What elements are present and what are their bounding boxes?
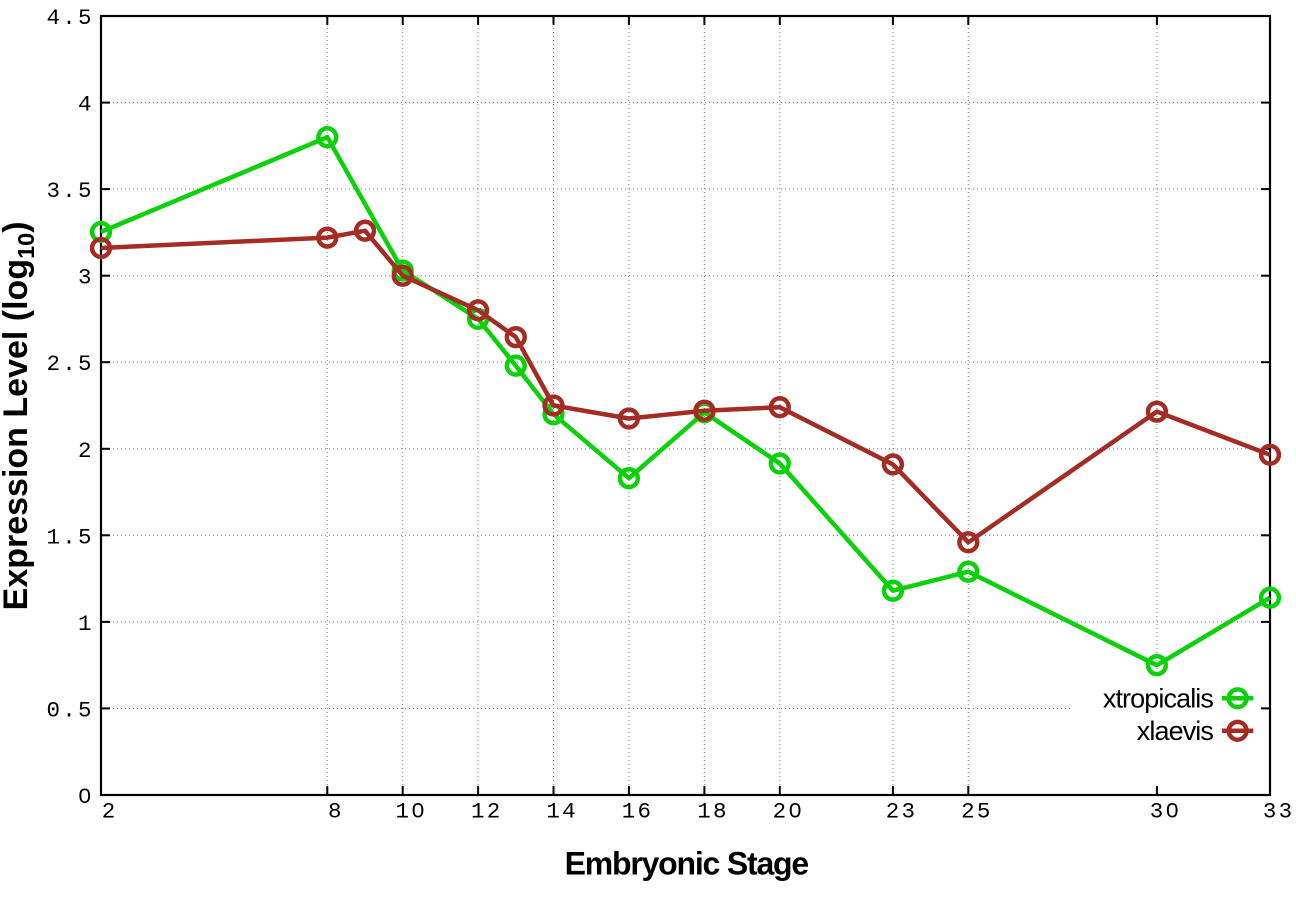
svg-text:1.5: 1.5 — [47, 524, 94, 550]
svg-text:18: 18 — [697, 798, 729, 824]
svg-text:0.5: 0.5 — [47, 697, 94, 723]
svg-text:Expression Level (log10): Expression Level (log10) — [0, 221, 39, 610]
svg-text:25: 25 — [961, 798, 993, 824]
svg-text:30: 30 — [1150, 798, 1182, 824]
svg-text:2: 2 — [102, 798, 118, 824]
svg-text:1: 1 — [78, 611, 94, 637]
svg-text:2.5: 2.5 — [47, 351, 94, 377]
svg-text:4.5: 4.5 — [47, 5, 94, 31]
svg-text:8: 8 — [328, 798, 344, 824]
svg-text:14: 14 — [546, 798, 578, 824]
svg-text:3: 3 — [78, 265, 94, 291]
svg-text:3.5: 3.5 — [47, 178, 94, 204]
svg-text:12: 12 — [471, 798, 503, 824]
svg-text:xlaevis: xlaevis — [1137, 716, 1214, 746]
svg-text:20: 20 — [773, 798, 805, 824]
svg-text:Embryonic Stage: Embryonic Stage — [565, 846, 809, 882]
svg-text:16: 16 — [622, 798, 654, 824]
svg-text:23: 23 — [886, 798, 918, 824]
svg-text:4: 4 — [78, 92, 94, 118]
svg-text:xtropicalis: xtropicalis — [1103, 684, 1214, 714]
svg-text:33: 33 — [1263, 798, 1295, 824]
svg-text:10: 10 — [396, 798, 428, 824]
svg-text:2: 2 — [78, 438, 94, 464]
